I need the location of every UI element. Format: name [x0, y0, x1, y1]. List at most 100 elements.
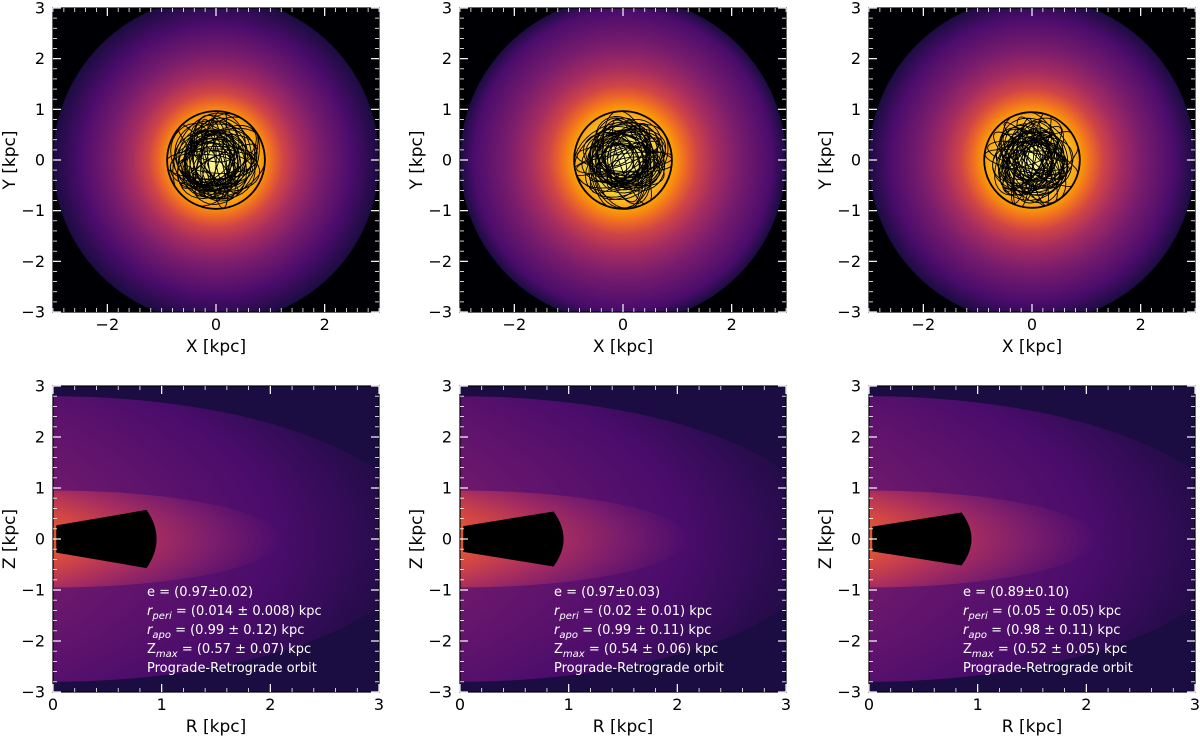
y-tick-label: −3	[837, 303, 861, 322]
x-axis-label: X [kpc]	[1002, 337, 1062, 357]
y-tick-label: −1	[428, 581, 452, 600]
x-tick-label: 1	[564, 695, 574, 714]
y-tick-label: 2	[442, 49, 452, 68]
x-tick-label: 2	[1081, 695, 1091, 714]
minor-ticks	[868, 7, 1196, 313]
y-tick-label: 1	[35, 100, 45, 119]
orbit-trace	[573, 110, 673, 210]
y-axis-label: Z [kpc]	[407, 509, 427, 569]
y-tick-label: 3	[35, 0, 45, 18]
y-tick-label: −1	[837, 581, 861, 600]
orbit-type-text: Prograde-Retrograde orbit	[963, 661, 1133, 676]
panel-top-right: −2 0 2 −3 −2 −1 0 1 2 3 X [kpc] Y [kpc]	[816, 0, 1196, 357]
eccentricity-text: e = (0.97±0.03)	[554, 585, 660, 600]
x-tick-label: 2	[265, 695, 275, 714]
y-axis-label: Z [kpc]	[0, 509, 20, 569]
y-tick-label: 0	[35, 151, 45, 170]
zmax-text: Zmax = (0.57 ± 0.07) kpc	[147, 642, 311, 660]
y-tick-label: 0	[442, 530, 452, 549]
y-tick-label: 0	[851, 530, 861, 549]
apoapsis-text: rapo = (0.99 ± 0.12) kpc	[147, 623, 304, 641]
x-axis-label: X [kpc]	[593, 337, 653, 357]
density-map	[869, 8, 1195, 312]
y-tick-label: −1	[428, 201, 452, 220]
y-axis-label: Z [kpc]	[816, 509, 836, 569]
y-tick-label: 2	[442, 428, 452, 447]
panel-bottom-middle: 0 1 2 3 −3 −2 −1 0 1 2 3 R [kpc] Z [kpc] e = (0.97±0.…	[407, 377, 791, 736]
apoapsis-text: rapo = (0.98 ± 0.11) kpc	[963, 623, 1120, 641]
y-tick-label: −3	[21, 683, 45, 702]
y-tick-label: −3	[837, 683, 861, 702]
orbit-trace	[872, 512, 972, 566]
orbit-parameters: e = (0.89±0.10) rperi = (0.05 ± 0.05) kpc…	[963, 585, 1133, 676]
x-tick-label: 2	[672, 695, 682, 714]
x-tick-label: 2	[727, 315, 737, 334]
zmax-text: Zmax = (0.54 ± 0.06) kpc	[554, 642, 718, 660]
y-tick-label: 3	[851, 0, 861, 18]
orbit-trace	[463, 511, 564, 567]
density-map	[53, 490, 282, 588]
y-tick-label: 0	[442, 151, 452, 170]
y-tick-label: 1	[851, 479, 861, 498]
y-tick-label: 1	[442, 479, 452, 498]
y-tick-label: 0	[851, 151, 861, 170]
orbit-trace	[166, 110, 266, 210]
y-tick-label: −1	[21, 581, 45, 600]
periapsis-text: rperi = (0.05 ± 0.05) kpc	[963, 604, 1121, 622]
y-tick-label: 1	[35, 479, 45, 498]
y-tick-label: 1	[442, 100, 452, 119]
orbit-trace	[56, 509, 157, 569]
periapsis-text: rperi = (0.02 ± 0.01) kpc	[554, 604, 712, 622]
y-tick-label: −3	[21, 303, 45, 322]
y-tick-label: 2	[35, 428, 45, 447]
x-tick-label: −2	[96, 315, 120, 334]
panel-top-middle: −2 0 2 −3 −2 −1 0 1 2 3 X [kpc] Y [kpc]	[407, 0, 787, 357]
y-tick-label: 0	[35, 530, 45, 549]
orbit-parameters: e = (0.97±0.02) rperi = (0.014 ± 0.008) k…	[147, 585, 322, 676]
orbit-type-text: Prograde-Retrograde orbit	[554, 661, 724, 676]
y-tick-label: −2	[21, 632, 45, 651]
y-tick-label: −2	[428, 252, 452, 271]
x-tick-label: 0	[48, 695, 58, 714]
panel-bottom-left: 0 1 2 3 −3 −2 −1 0 1 2 3 R [kpc] Z [kpc] e = (0.97±0.…	[0, 377, 384, 736]
y-tick-label: −2	[428, 632, 452, 651]
orbit-parameters: e = (0.97±0.03) rperi = (0.02 ± 0.01) kpc…	[554, 585, 724, 676]
density-map	[460, 490, 689, 588]
y-tick-label: −1	[21, 201, 45, 220]
x-axis-label: X [kpc]	[186, 337, 246, 357]
apoapsis-text: rapo = (0.99 ± 0.11) kpc	[554, 623, 711, 641]
x-tick-label: 1	[157, 695, 167, 714]
y-tick-label: −3	[428, 303, 452, 322]
y-tick-label: −3	[428, 683, 452, 702]
y-tick-label: −1	[837, 201, 861, 220]
y-tick-label: −2	[837, 252, 861, 271]
y-tick-label: −2	[21, 252, 45, 271]
y-tick-label: 3	[442, 377, 452, 396]
y-tick-label: 1	[851, 100, 861, 119]
x-tick-label: 0	[618, 315, 628, 334]
x-tick-label: 2	[320, 315, 330, 334]
y-axis-label: Y [kpc]	[816, 130, 836, 190]
y-tick-label: 2	[851, 428, 861, 447]
x-tick-label: 0	[864, 695, 874, 714]
panel-bottom-right: 0 1 2 3 −3 −2 −1 0 1 2 3 R [kpc] Z [kpc] e = (0.89±0.…	[816, 377, 1200, 736]
x-tick-label: 3	[781, 695, 791, 714]
x-axis-label: R [kpc]	[593, 717, 653, 736]
x-tick-label: 0	[1027, 315, 1037, 334]
x-tick-label: −2	[912, 315, 936, 334]
y-axis-label: Y [kpc]	[0, 130, 20, 190]
x-tick-label: 2	[1136, 315, 1146, 334]
y-axis-label: Y [kpc]	[407, 130, 427, 190]
x-tick-label: 3	[374, 695, 384, 714]
orbit-type-text: Prograde-Retrograde orbit	[147, 661, 317, 676]
eccentricity-text: e = (0.89±0.10)	[963, 585, 1069, 600]
density-map	[460, 8, 786, 312]
x-tick-label: 3	[1190, 695, 1200, 714]
y-tick-label: 3	[442, 0, 452, 18]
x-axis-label: R [kpc]	[1002, 717, 1062, 736]
zmax-text: Zmax = (0.52 ± 0.05) kpc	[963, 642, 1127, 660]
x-tick-label: 1	[973, 695, 983, 714]
x-tick-label: 0	[211, 315, 221, 334]
y-tick-label: 3	[35, 377, 45, 396]
panel-top-left: −2 0 2 −3 −2 −1 0 1 2 3 X [kpc] Y [kpc]	[0, 0, 380, 357]
